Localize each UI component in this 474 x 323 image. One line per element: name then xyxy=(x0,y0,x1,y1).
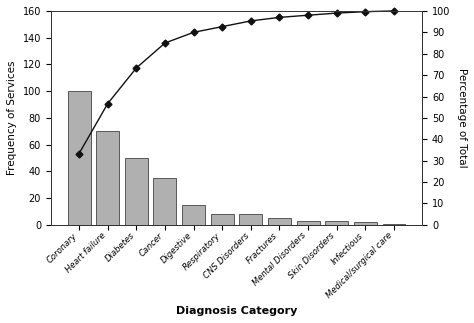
Bar xyxy=(297,221,319,225)
Bar xyxy=(154,178,176,225)
Bar xyxy=(268,218,291,225)
Bar xyxy=(211,214,234,225)
X-axis label: Diagnosis Category: Diagnosis Category xyxy=(176,306,297,316)
Bar xyxy=(325,221,348,225)
Bar xyxy=(182,205,205,225)
Y-axis label: Percentage of Total: Percentage of Total xyxy=(457,68,467,168)
Y-axis label: Frequency of Services: Frequency of Services xyxy=(7,61,17,175)
Bar xyxy=(125,158,148,225)
Bar xyxy=(68,91,91,225)
Bar xyxy=(354,222,377,225)
Bar xyxy=(96,131,119,225)
Bar xyxy=(239,214,262,225)
Bar xyxy=(383,224,405,225)
